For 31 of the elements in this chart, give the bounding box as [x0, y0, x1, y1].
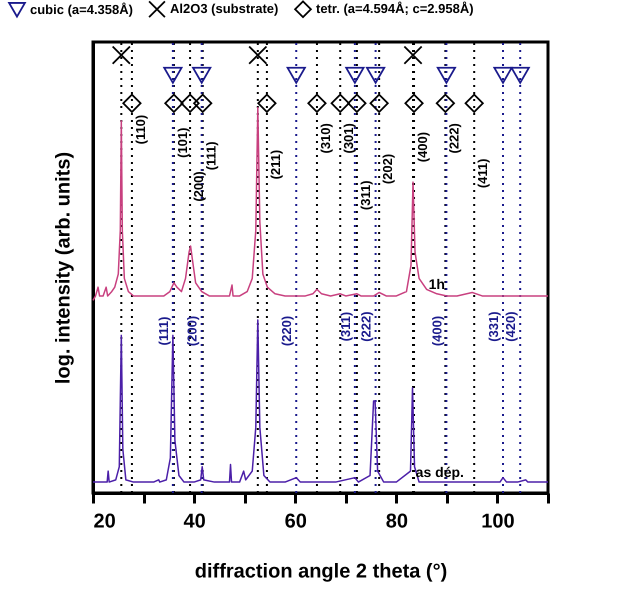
legend-label: tetr. (a=4.594Å; c=2.958Å): [316, 1, 474, 16]
annotation: (420): [503, 311, 518, 342]
annotation: (331): [486, 311, 502, 342]
annotation: (311): [338, 312, 353, 342]
y-axis-title: log. intensity (arb. units): [52, 152, 74, 384]
annotation: (400): [415, 132, 430, 162]
annotation: (202): [380, 154, 396, 184]
annotation: (111): [204, 141, 219, 170]
x-tick-label: 80: [386, 510, 408, 532]
annotation: (200): [191, 171, 206, 202]
annotation: (211): [268, 150, 283, 180]
annotation: (111): [156, 316, 171, 346]
legend-label: cubic (a=4.358Å): [30, 2, 133, 17]
annotation: (200): [184, 316, 200, 346]
annotation: (310): [318, 123, 333, 154]
annotation: (222): [358, 311, 374, 342]
annotation: (400): [429, 316, 444, 346]
annotation: (311): [358, 180, 373, 210]
annotation: (411): [475, 158, 490, 188]
annotation: (110): [132, 114, 148, 144]
annotation: 1h: [428, 276, 445, 292]
annotation: (301): [341, 123, 356, 154]
annotation: (101): [174, 128, 190, 158]
annotation: (222): [446, 123, 462, 154]
x-tick-label: 40: [183, 510, 206, 532]
x-tick-label: 20: [94, 510, 116, 532]
x-tick-label: 60: [284, 510, 307, 532]
legend-label: Al2O3 (substrate): [170, 1, 278, 16]
x-axis-title: diffraction angle 2 theta (°): [194, 560, 448, 582]
annotation: (220): [279, 316, 294, 346]
x-tick-label: 100: [481, 510, 515, 532]
